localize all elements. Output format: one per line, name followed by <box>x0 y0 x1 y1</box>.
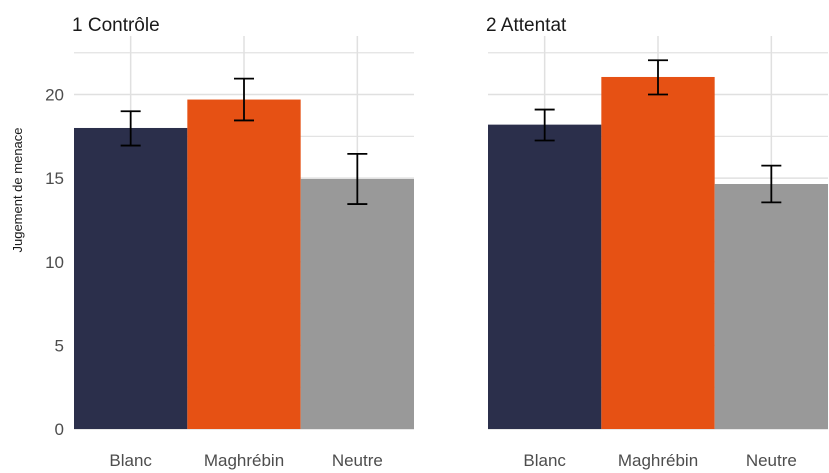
bar-3 <box>714 184 828 429</box>
error-bar <box>648 59 668 96</box>
bar-2 <box>187 99 301 429</box>
x-tick-label: Blanc <box>109 451 152 470</box>
panel-title: 1 Contrôle <box>72 15 160 36</box>
y-tick-label: 0 <box>55 420 64 439</box>
x-tick-label: Neutre <box>746 451 797 470</box>
y-tick-label: 20 <box>45 86 64 105</box>
panel-1: 1 Contrôle 0 5 10 15 20 Blanc Maghrébin Neutre <box>45 15 414 470</box>
bar-3 <box>300 178 414 429</box>
bar-1 <box>488 124 602 430</box>
y-tick-label: 10 <box>45 253 64 272</box>
error-bar <box>120 110 141 147</box>
error-bar <box>347 152 368 205</box>
x-tick-label: Neutre <box>332 451 383 470</box>
panel-title: 2 Attentat <box>486 15 567 36</box>
panel-2: 2 Attentat Blanc Maghrébin Neutre <box>486 15 828 470</box>
x-tick-label: Maghrébin <box>204 451 284 470</box>
error-bar <box>534 108 555 142</box>
error-bar <box>234 77 254 122</box>
error-bar <box>761 164 782 204</box>
x-tick-label: Blanc <box>523 451 566 470</box>
y-tick-label: 15 <box>45 169 64 188</box>
y-tick-label: 5 <box>55 336 64 355</box>
x-tick-label: Maghrébin <box>618 451 698 470</box>
bar-1 <box>74 127 188 429</box>
bar-2 <box>601 76 715 429</box>
y-axis-title: Jugement de menace <box>10 127 25 252</box>
